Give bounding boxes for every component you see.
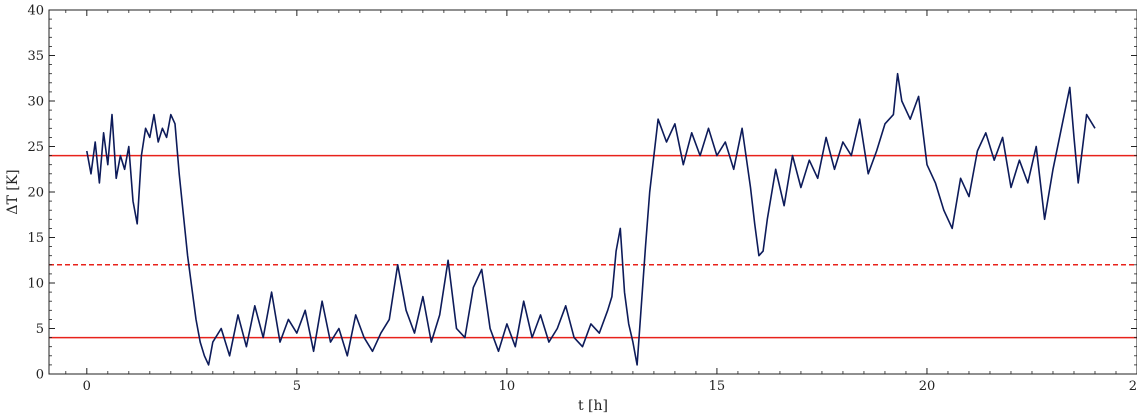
- y-tick-label: 0: [36, 368, 44, 383]
- y-tick-label: 5: [36, 322, 44, 337]
- series-group: [86, 72, 1096, 366]
- x-tick-label: 25: [1129, 379, 1137, 394]
- x-tick-label: 0: [83, 379, 91, 394]
- series-line-0: [86, 72, 1096, 366]
- y-tick-label: 20: [27, 186, 44, 201]
- y-tick-label: 10: [27, 277, 44, 292]
- y-tick-label: 15: [27, 231, 44, 246]
- x-tick-label: 10: [499, 379, 516, 394]
- y-tick-label: 35: [27, 49, 44, 64]
- axis-ticks: 0 5 10 15 20 25 0 5 10 15 20 25 30 35 40: [27, 4, 1137, 394]
- x-tick-label: 5: [293, 379, 301, 394]
- y-tick-label: 40: [27, 4, 44, 19]
- y-tick-label: 25: [27, 140, 44, 155]
- x-tick-label: 20: [919, 379, 936, 394]
- threshold-lines: [49, 154, 1137, 339]
- x-axis-title: t [h]: [578, 398, 608, 414]
- plot-frame: [48, 9, 1137, 375]
- y-tick-label: 30: [27, 95, 44, 110]
- y-axis-title: ΔT [K]: [5, 169, 21, 214]
- x-tick-label: 15: [709, 379, 726, 394]
